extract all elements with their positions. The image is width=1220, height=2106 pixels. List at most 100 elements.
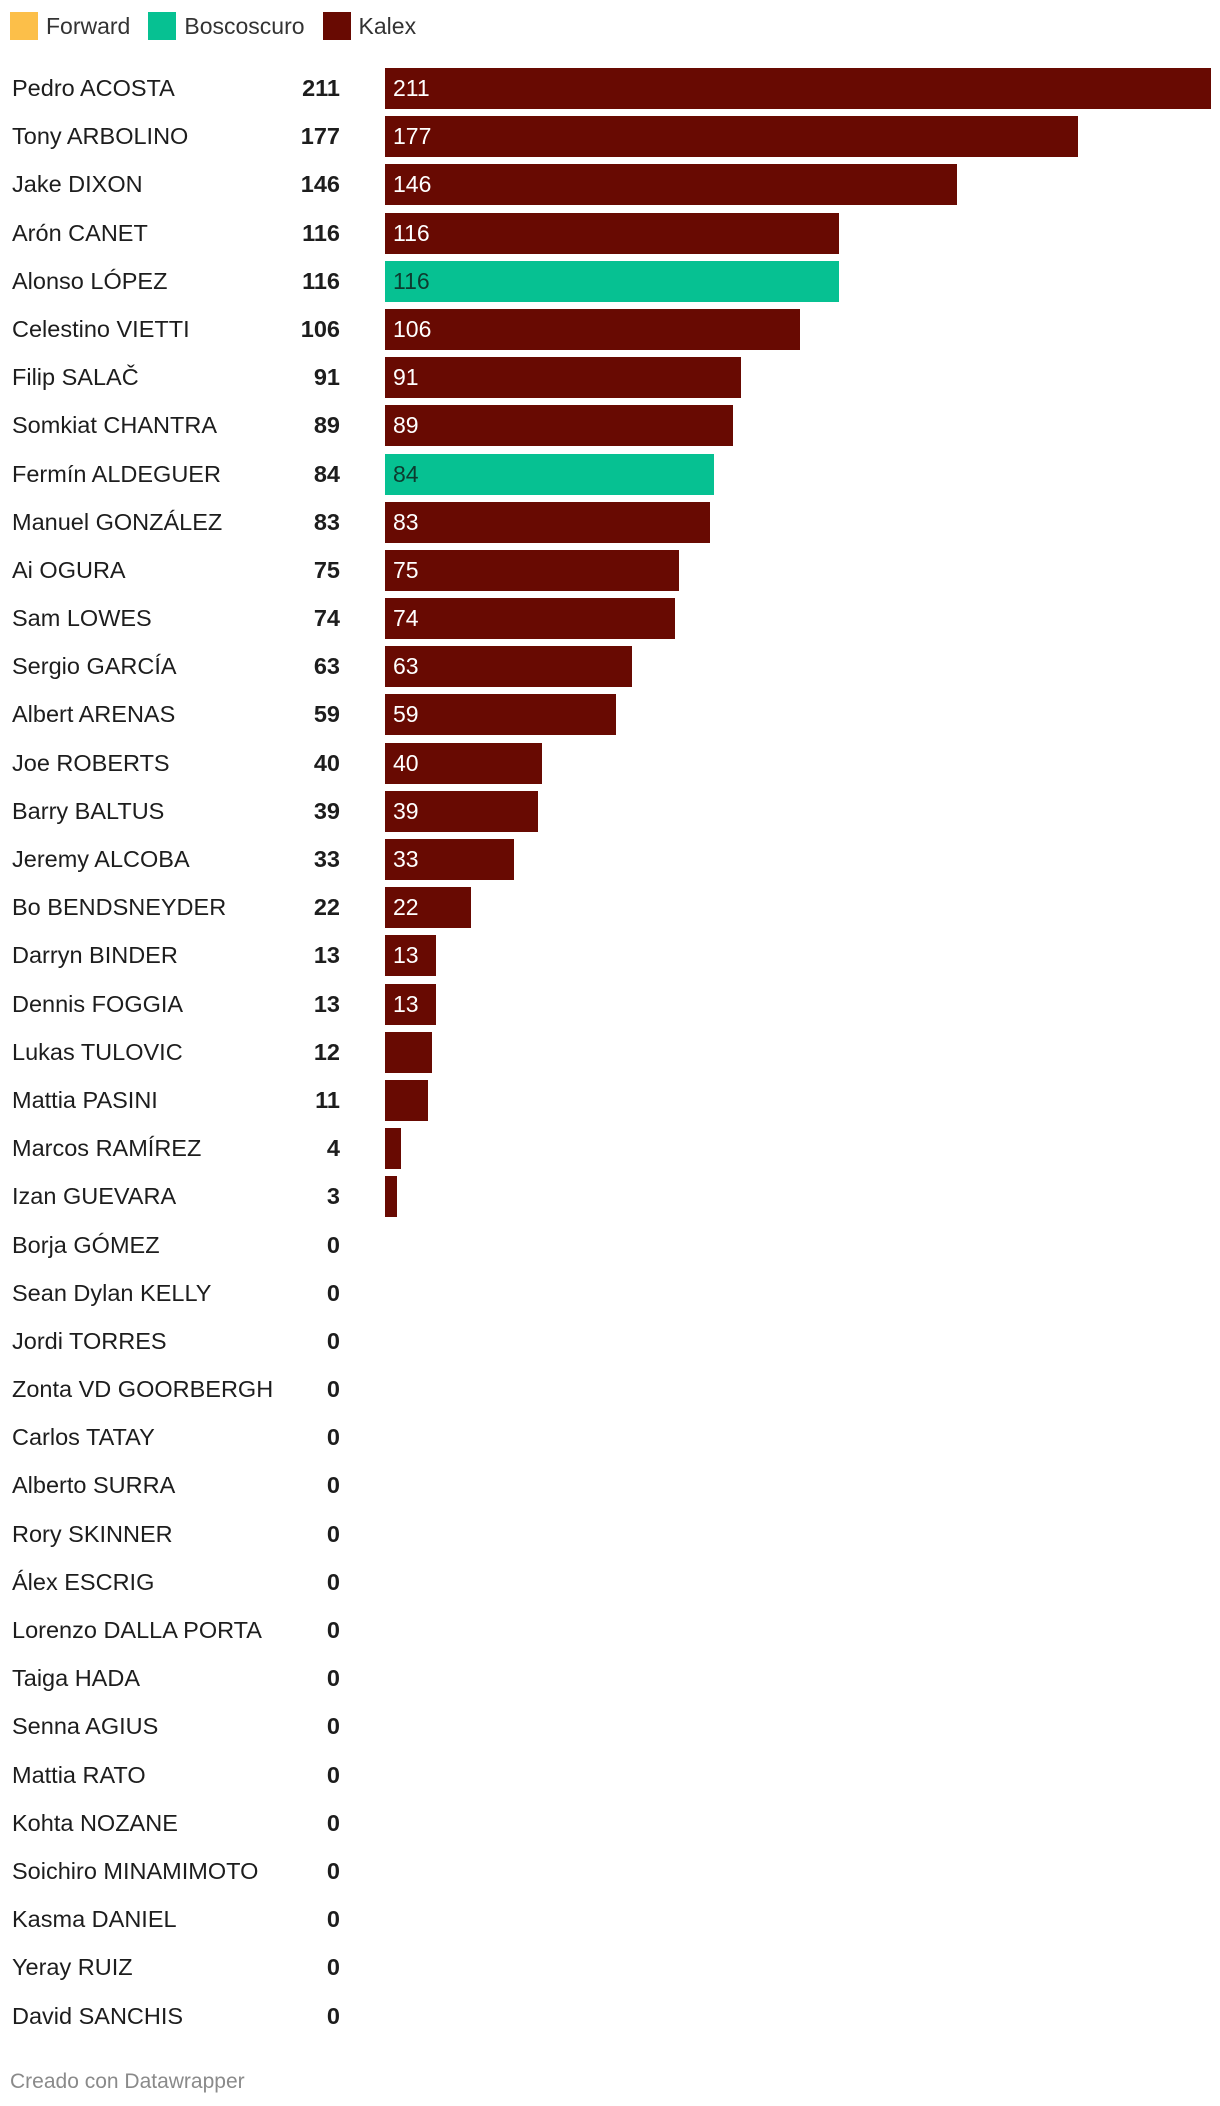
rider-name: Mattia RATO [12,1761,146,1788]
chart-row: Arón CANET 116 116 [0,212,1220,261]
rider-name: Rory SKINNER [12,1520,173,1547]
rider-name: Manuel GONZÁLEZ [12,508,223,535]
bar-value-label: 89 [393,412,419,439]
bar-track [385,1079,1211,1121]
chart-row: Yeray RUIZ 0 [0,1947,1220,1995]
rider-name: Lorenzo DALLA PORTA [12,1617,262,1643]
rider-name: Jeremy ALCOBA [12,846,190,872]
rider-points: 0 [326,1424,340,1451]
chart-row: Ai OGURA 75 75 [0,549,1220,598]
chart-row: Lukas TULOVIC 12 [0,1031,1220,1080]
bar: 22 [385,887,472,929]
rider-points: 0 [326,1857,340,1884]
chart-row: Barry BALTUS 39 39 [0,790,1220,839]
chart-row: Celestino VIETTI 106 106 [0,308,1220,357]
bar: 84 [385,453,714,495]
rider-points: 13 [313,990,340,1017]
bar-track: 59 [385,694,1211,736]
rider-points: 3 [326,1183,340,1210]
bar: 59 [385,694,616,736]
rider-name: Álex ESCRIG [12,1568,155,1595]
rider-points: 0 [326,1809,340,1836]
bar: 177 [385,116,1078,158]
chart-row: Mattia PASINI 11 [0,1079,1220,1128]
bar-value-label: 39 [393,797,419,824]
bar-value-label: 22 [393,894,419,921]
rider-name: Tony ARBOLINO [12,123,189,150]
rider-points: 0 [326,1954,340,1981]
rider-name: Dennis FOGGIA [12,990,184,1017]
bar: 91 [385,357,742,399]
rider-name: Senna AGIUS [12,1713,159,1740]
rider-name: Sam LOWES [12,605,152,632]
bar-track [385,1176,1211,1218]
rider-name: Soichiro MINAMIMOTO [12,1857,259,1884]
bar-track: 74 [385,598,1211,640]
bar-value-label: 116 [393,219,430,246]
bar-track [385,1031,1211,1073]
legend-swatch-forward [10,12,38,40]
bar-value-label: 13 [393,942,419,969]
chart-row: Soichiro MINAMIMOTO 0 [0,1851,1220,1899]
chart-row: Alberto SURRA 0 [0,1465,1220,1513]
chart-row: Jake DIXON 146 146 [0,164,1220,212]
rider-points: 0 [326,1376,340,1403]
bar-track [385,1417,1211,1458]
rider-points: 75 [313,556,340,583]
legend-swatch-kalex [322,12,351,40]
chart-row: Izan GUEVARA 3 [0,1176,1220,1224]
chart-row: Marcos RAMÍREZ 4 [0,1128,1220,1176]
bar-value-label: 211 [393,75,430,101]
bar-value-label: 91 [393,364,419,391]
chart-row: Jeremy ALCOBA 33 33 [0,839,1220,887]
rider-points: 11 [315,1086,340,1113]
rider-points: 146 [300,171,340,198]
chart-row: David SANCHIS 0 [0,1996,1220,2044]
bar-track: 89 [385,405,1211,447]
bar-track [385,1706,1211,1747]
bar-track: 22 [385,887,1211,929]
rider-name: Borja GÓMEZ [12,1231,160,1258]
bar-track: 84 [385,453,1211,495]
bar-track: 40 [385,742,1211,784]
rider-points: 0 [326,1231,340,1258]
rider-points: 13 [313,942,340,969]
bar-track [385,1996,1211,2037]
bar-track: 13 [385,983,1211,1025]
rider-points: 22 [313,894,340,921]
rider-points: 106 [300,315,340,342]
bar-track: 146 [385,164,1211,206]
chart-row: Filip SALAČ 91 91 [0,357,1220,405]
bar-value-label: 74 [393,605,419,632]
chart-row: Albert ARENAS 59 59 [0,694,1220,742]
bar-track: 91 [385,357,1211,399]
bar: 40 [385,742,542,784]
rider-name: Joe ROBERTS [12,749,170,776]
chart-row: Somkiat CHANTRA 89 89 [0,405,1220,453]
rider-points: 84 [313,460,340,487]
rider-points: 0 [326,1520,340,1547]
chart-row: Rory SKINNER 0 [0,1514,1220,1562]
bar [385,1128,401,1170]
bar [385,1031,432,1073]
rider-name: Sergio GARCÍA [12,653,177,680]
bar-track [385,1851,1211,1892]
rider-name: Marcos RAMÍREZ [12,1135,202,1162]
rider-name: Zonta VD GOORBERGH [12,1376,274,1403]
rider-points: 0 [326,1906,340,1933]
chart-row: Pedro ACOSTA 211 211 [0,68,1220,116]
chart-row: Bo BENDSNEYDER 22 22 [0,887,1220,935]
rider-points: 4 [326,1135,340,1162]
chart-row: Fermín ALDEGUER 84 84 [0,453,1220,502]
bar: 83 [385,501,710,543]
chart-row: Tony ARBOLINO 177 177 [0,116,1220,164]
legend-item-boscoscuro: Boscoscuro [148,12,305,40]
bar [385,1079,429,1121]
bar: 211 [385,68,1211,109]
bar-track: 83 [385,501,1211,543]
bar-track [385,1273,1211,1314]
bar-track [385,1658,1211,1699]
chart-row: Mattia RATO 0 [0,1755,1220,1803]
rider-name: Taiga HADA [12,1665,140,1692]
chart-row: Lorenzo DALLA PORTA 0 [0,1610,1220,1658]
